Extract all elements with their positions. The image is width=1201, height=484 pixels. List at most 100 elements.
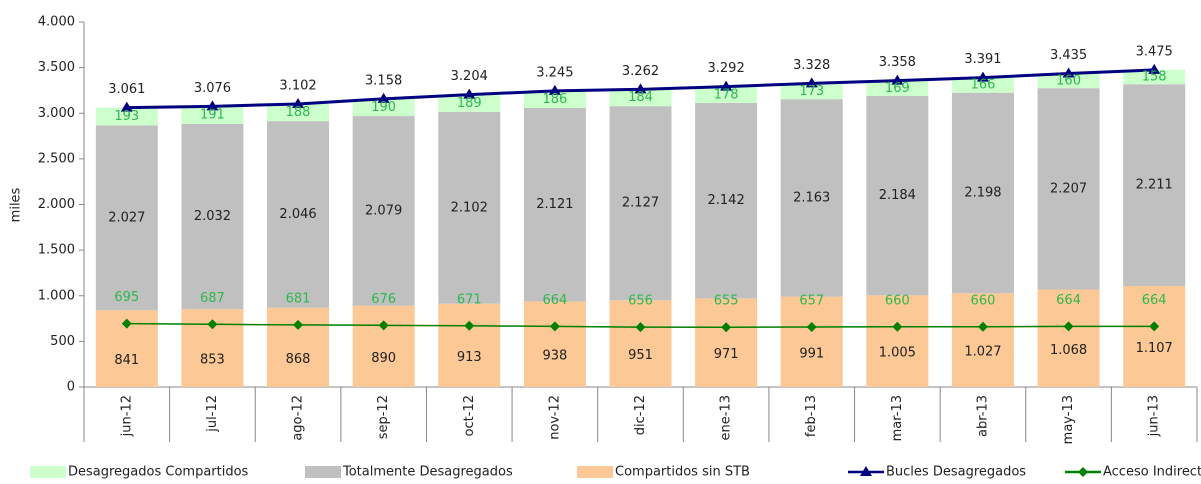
data-label: 178 bbox=[714, 87, 739, 102]
bar-segment bbox=[609, 300, 672, 387]
line-marker bbox=[805, 77, 818, 88]
data-label: 991 bbox=[799, 346, 824, 361]
data-label: 664 bbox=[1056, 293, 1081, 308]
bar-segment bbox=[523, 107, 586, 302]
y-tick-label: 2.000 bbox=[38, 197, 75, 212]
bar-segment bbox=[267, 307, 330, 387]
line-marker bbox=[207, 319, 218, 330]
data-label: 2.121 bbox=[536, 197, 573, 212]
bar-segment bbox=[95, 107, 158, 126]
bar-segment bbox=[181, 106, 244, 124]
x-tick-label: jun-13 bbox=[1147, 395, 1162, 437]
bar-segment bbox=[1037, 289, 1100, 387]
data-label: 664 bbox=[542, 293, 567, 308]
bar-segment bbox=[1037, 88, 1100, 290]
data-label: 664 bbox=[1142, 293, 1167, 308]
bar-segment bbox=[780, 296, 843, 387]
data-label: 191 bbox=[200, 108, 225, 123]
data-label: 3.292 bbox=[708, 61, 745, 76]
bar-segment bbox=[267, 103, 330, 122]
y-axis-label: miles bbox=[9, 187, 24, 222]
bar-segment bbox=[438, 111, 501, 304]
bar-segment bbox=[695, 102, 758, 299]
data-label: 3.076 bbox=[194, 81, 231, 96]
data-label: 2.207 bbox=[1050, 181, 1087, 196]
data-label: 160 bbox=[1056, 73, 1081, 88]
data-label: 3.475 bbox=[1136, 44, 1173, 59]
line-marker bbox=[377, 92, 390, 103]
line-marker bbox=[1062, 67, 1075, 78]
data-label: 841 bbox=[114, 353, 139, 368]
bar-segment bbox=[523, 301, 586, 387]
data-label: 2.032 bbox=[194, 209, 231, 224]
x-tick-label: jul-12 bbox=[205, 395, 220, 433]
line-marker bbox=[1063, 321, 1074, 332]
bar-segment bbox=[866, 96, 929, 296]
x-tick-label: abr-13 bbox=[975, 395, 990, 437]
x-tick-label: nov-12 bbox=[547, 395, 562, 440]
data-label: 660 bbox=[885, 293, 910, 308]
bar-segment bbox=[438, 303, 501, 387]
data-label: 681 bbox=[286, 291, 311, 306]
data-label: 188 bbox=[286, 105, 311, 120]
legend-label: Totalmente Desagregados bbox=[342, 465, 513, 480]
data-label: 938 bbox=[542, 349, 567, 364]
line-marker bbox=[635, 322, 646, 333]
data-label: 3.328 bbox=[793, 58, 830, 73]
bar-segment bbox=[352, 116, 415, 306]
legend-label: Bucles Desagregados bbox=[886, 465, 1026, 480]
line-marker bbox=[120, 101, 133, 112]
bar-segment bbox=[352, 98, 415, 117]
legend-label: Acceso Indirecto bbox=[1103, 465, 1201, 480]
data-label: 184 bbox=[628, 90, 653, 105]
bar-segment bbox=[1037, 73, 1100, 89]
line-marker bbox=[976, 71, 989, 82]
bar-segment bbox=[780, 83, 843, 100]
data-label: 3.204 bbox=[451, 69, 488, 84]
x-tick-label: oct-12 bbox=[462, 395, 477, 436]
data-label: 169 bbox=[885, 81, 910, 96]
bar-segment bbox=[609, 106, 672, 301]
legend-swatch bbox=[305, 466, 341, 478]
x-tick-label: may-13 bbox=[1061, 395, 1076, 444]
data-label: 657 bbox=[799, 294, 824, 309]
data-label: 671 bbox=[457, 292, 482, 307]
line-marker bbox=[378, 320, 389, 331]
line-marker bbox=[293, 319, 304, 330]
data-label: 890 bbox=[371, 351, 396, 366]
bar-segment bbox=[267, 121, 330, 308]
y-tick-label: 4.000 bbox=[38, 15, 75, 30]
data-label: 868 bbox=[286, 352, 311, 367]
line-marker bbox=[463, 88, 476, 99]
data-label: 1.107 bbox=[1136, 341, 1173, 356]
legend-swatch bbox=[30, 466, 66, 478]
data-label: 687 bbox=[200, 291, 225, 306]
data-label: 951 bbox=[628, 348, 653, 363]
y-tick-label: 1.500 bbox=[38, 243, 75, 258]
data-label: 190 bbox=[371, 100, 396, 115]
data-label: 656 bbox=[628, 294, 653, 309]
data-label: 173 bbox=[799, 84, 824, 99]
line-marker bbox=[548, 84, 561, 95]
bar-segment bbox=[780, 99, 843, 297]
bar-segment bbox=[181, 123, 244, 310]
data-label: 193 bbox=[114, 109, 139, 124]
x-tick-label: dic-12 bbox=[633, 395, 648, 435]
data-label: 3.158 bbox=[365, 73, 402, 88]
data-label: 2.079 bbox=[365, 203, 402, 218]
legend-marker bbox=[860, 466, 872, 476]
data-label: 3.391 bbox=[964, 52, 1001, 67]
data-label: 971 bbox=[714, 347, 739, 362]
bar-segment bbox=[523, 90, 586, 108]
data-label: 2.163 bbox=[793, 190, 830, 205]
data-label: 1.068 bbox=[1050, 343, 1087, 358]
data-label: 913 bbox=[457, 350, 482, 365]
data-label: 2.027 bbox=[108, 210, 145, 225]
line-marker bbox=[549, 321, 560, 332]
line-marker bbox=[891, 74, 904, 85]
data-label: 2.211 bbox=[1136, 178, 1173, 193]
line-marker bbox=[206, 100, 219, 111]
bar-segment bbox=[695, 298, 758, 387]
y-tick-label: 3.000 bbox=[38, 106, 75, 121]
data-label: 3.102 bbox=[279, 78, 316, 93]
